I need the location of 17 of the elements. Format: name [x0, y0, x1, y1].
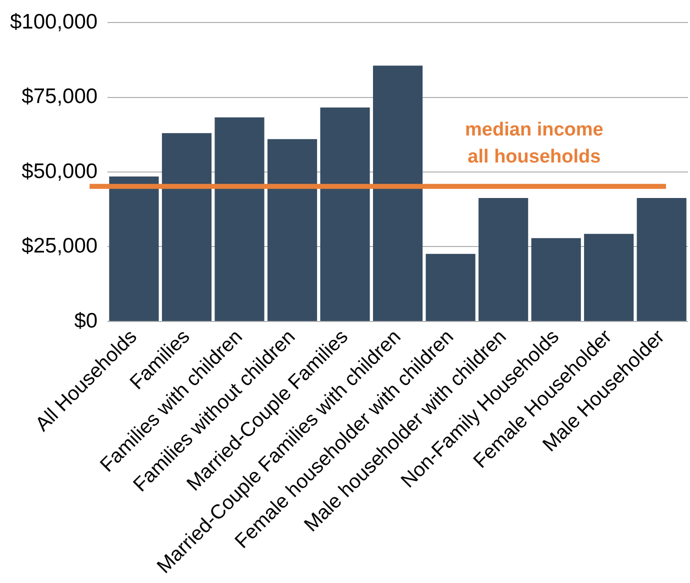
bar: [214, 117, 264, 321]
bar: [162, 133, 212, 321]
y-tick-label: $75,000: [22, 85, 98, 108]
y-tick-label: $50,000: [22, 160, 98, 183]
bar: [636, 198, 686, 321]
bar: [320, 107, 370, 321]
bar: [584, 234, 634, 321]
y-tick-label: $25,000: [22, 234, 98, 258]
bar: [109, 176, 159, 321]
bar: [267, 139, 318, 321]
y-tick-label: $100,000: [10, 10, 98, 34]
bar: [531, 238, 581, 321]
bar: [478, 198, 528, 321]
bar: [372, 66, 423, 321]
ref-line-label: median income all households: [465, 120, 604, 168]
bar: [426, 254, 476, 321]
y-tick-label: $0: [74, 309, 98, 332]
